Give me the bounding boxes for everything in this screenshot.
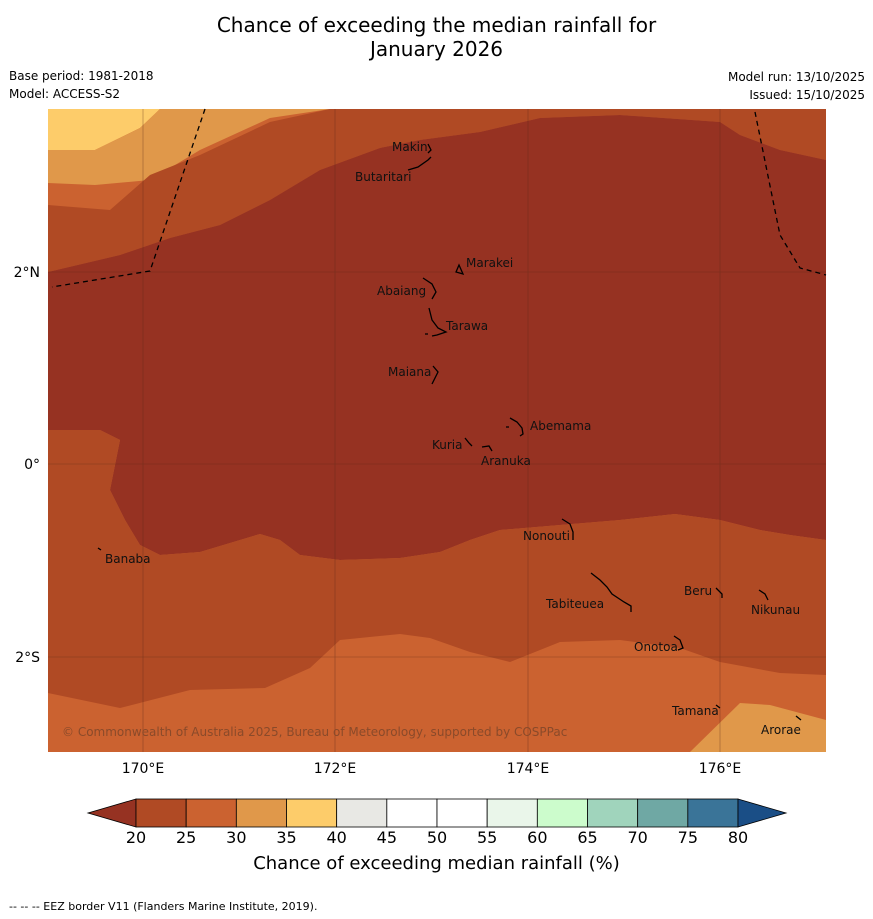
colorbar-segments xyxy=(135,798,739,828)
colorbar-segment xyxy=(536,798,588,828)
colorbar-segment xyxy=(235,798,287,828)
label-tamana: Tamana xyxy=(671,704,719,718)
colorbar xyxy=(86,798,788,828)
colorbar-label: Chance of exceeding median rainfall (%) xyxy=(253,853,620,874)
colorbar-segment xyxy=(486,798,538,828)
colorbar-tick-label: 70 xyxy=(627,828,648,847)
eez-border-west xyxy=(51,108,206,288)
colorbar-tick-label: 55 xyxy=(476,828,498,847)
label-beru: Beru xyxy=(684,584,712,598)
label-butaritari: Butaritari xyxy=(355,170,412,184)
colorbar-segment xyxy=(637,798,689,828)
map-title: Chance of exceeding the median rainfall … xyxy=(216,13,657,37)
eez-border-east xyxy=(754,111,827,276)
colorbar-segment xyxy=(185,798,237,828)
label-aranuka: Aranuka xyxy=(481,454,531,468)
region-below-20 xyxy=(48,115,826,560)
colorbar-tick-label: 25 xyxy=(175,828,197,847)
rainfall-map: Makin Butaritari Marakei Abaiang Tarawa … xyxy=(14,108,827,777)
eez-borders xyxy=(51,108,827,288)
model-run: Model run: 13/10/2025 xyxy=(727,70,865,84)
label-abaiang: Abaiang xyxy=(377,284,426,298)
label-abemama: Abemama xyxy=(530,419,591,433)
colorbar-tick-label: 30 xyxy=(226,828,247,847)
map-fill-layers xyxy=(48,109,826,752)
tick-2s: 2°S xyxy=(15,650,40,666)
colorbar-tick-label: 60 xyxy=(527,828,548,847)
region-30-35-north xyxy=(48,109,330,185)
tick-172e: 172°E xyxy=(314,761,357,777)
aranuka-island xyxy=(481,445,493,452)
colorbar-tick-label: 45 xyxy=(376,828,397,847)
colorbar-tick-label: 65 xyxy=(577,828,598,847)
model-name: Model: ACCESS-S2 xyxy=(9,87,121,101)
base-period: Base period: 1981-2018 xyxy=(9,69,154,83)
island-outlines xyxy=(97,143,802,721)
region-20-25-south xyxy=(48,430,826,708)
label-tarawa: Tarawa xyxy=(445,319,488,333)
colorbar-tick-label: 50 xyxy=(426,828,448,847)
label-nonouti: Nonouti xyxy=(523,529,570,543)
tabiteuea-island xyxy=(590,572,632,612)
colorbar-tick-label: 40 xyxy=(326,828,347,847)
tamana-island xyxy=(715,704,721,709)
copyright-notice: © Commonwealth of Australia 2025, Bureau… xyxy=(62,725,567,739)
label-tabiteuea: Tabiteuea xyxy=(545,597,604,611)
colorbar-tick-label: 75 xyxy=(677,828,698,847)
colorbar-segment xyxy=(587,798,639,828)
colorbar-tick-label: 80 xyxy=(727,828,749,847)
label-maiana: Maiana xyxy=(388,365,431,379)
region-35-40 xyxy=(48,109,160,150)
label-nikunau: Nikunau xyxy=(751,603,800,617)
eez-legend-note: -- -- -- EEZ border V11 (Flanders Marine… xyxy=(9,900,318,913)
makin-island xyxy=(427,143,432,154)
arorae-island xyxy=(795,715,802,721)
label-marakei: Marakei xyxy=(466,256,513,270)
colorbar-segment xyxy=(286,798,338,828)
tick-0: 0° xyxy=(24,457,40,473)
axis-ticks: 170°E 172°E 174°E 176°E 2°N 0° 2°S xyxy=(14,265,742,777)
colorbar-underflow-arrow xyxy=(86,798,137,828)
butaritari-island xyxy=(407,156,432,171)
nonouti-island xyxy=(561,518,574,540)
colorbar-segment xyxy=(135,798,187,828)
tick-176e: 176°E xyxy=(699,761,742,777)
colorbar-segment xyxy=(336,798,388,828)
colorbar-overflow-arrow xyxy=(737,798,788,828)
colorbar-segment xyxy=(687,798,739,828)
label-onotoa: Onotoa xyxy=(634,640,678,654)
colorbar-segment xyxy=(386,798,438,828)
issued-date: Issued: 15/10/2025 xyxy=(749,88,865,102)
label-makin: Makin xyxy=(392,140,428,154)
abaiang-island xyxy=(422,277,437,300)
label-arorae: Arorae xyxy=(761,723,801,737)
maiana-island xyxy=(431,365,439,385)
tick-174e: 174°E xyxy=(507,761,550,777)
abemama-island xyxy=(506,417,524,437)
marakei-island xyxy=(455,263,465,276)
map-subtitle: January 2026 xyxy=(369,37,504,61)
colorbar-segment xyxy=(436,798,488,828)
colorbar-tick-label: 35 xyxy=(276,828,297,847)
nikunau-island xyxy=(758,589,769,601)
banaba-island xyxy=(97,547,102,551)
tick-2n: 2°N xyxy=(14,265,40,281)
beru-island xyxy=(715,587,723,598)
tick-170e: 170°E xyxy=(122,761,165,777)
colorbar-tick-label: 20 xyxy=(125,828,147,847)
onotoa-island xyxy=(673,635,684,651)
region-30-35-south xyxy=(690,703,826,752)
kuria-island xyxy=(464,437,473,447)
graticule xyxy=(48,109,826,752)
tarawa-island xyxy=(425,307,448,337)
label-banaba: Banaba xyxy=(105,552,151,566)
place-labels: Makin Butaritari Marakei Abaiang Tarawa … xyxy=(105,140,801,737)
region-20-25-north xyxy=(48,109,826,272)
label-kuria: Kuria xyxy=(432,438,463,452)
